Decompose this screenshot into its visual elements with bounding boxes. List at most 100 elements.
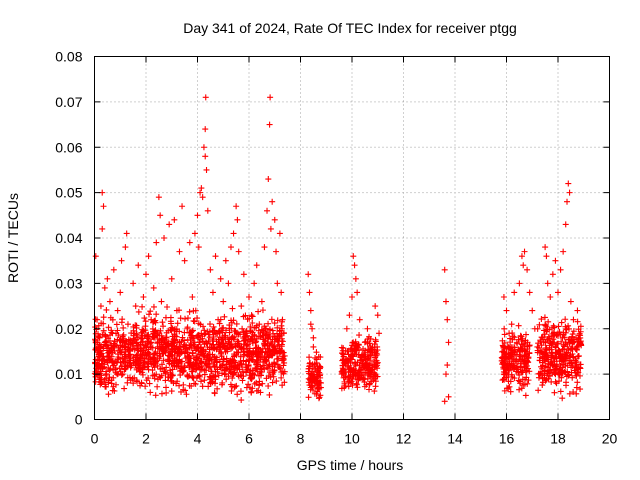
data-point: [518, 338, 525, 345]
data-point: [157, 366, 164, 373]
y-tick-label: 0.04: [55, 230, 82, 246]
data-point: [543, 253, 550, 260]
data-point: [547, 293, 554, 300]
data-point: [525, 355, 532, 362]
data-point: [159, 350, 166, 357]
data-point: [100, 327, 107, 334]
data-point: [545, 318, 552, 325]
data-point: [232, 342, 239, 349]
data-point: [267, 94, 274, 101]
data-point: [555, 340, 562, 347]
data-point: [132, 336, 139, 343]
data-point: [509, 373, 516, 380]
data-point: [257, 363, 264, 370]
data-point: [225, 280, 232, 287]
data-point: [574, 318, 581, 325]
data-point: [94, 316, 101, 323]
data-point: [209, 289, 216, 296]
data-point: [573, 384, 580, 391]
data-point: [263, 357, 270, 364]
data-point: [371, 341, 378, 348]
data-point: [279, 382, 286, 389]
data-point: [361, 379, 368, 386]
data-point: [220, 356, 227, 363]
data-point: [274, 317, 281, 324]
data-point: [310, 343, 317, 350]
data-point: [224, 334, 231, 341]
data-point: [161, 235, 168, 241]
data-point: [166, 357, 173, 364]
data-point: [190, 341, 197, 348]
data-point: [537, 370, 544, 377]
data-point: [273, 378, 280, 385]
data-point: [223, 376, 230, 383]
data-point: [191, 318, 198, 325]
data-point: [266, 361, 273, 368]
data-point: [556, 371, 563, 378]
data-point: [95, 351, 102, 358]
data-point: [565, 372, 572, 379]
data-point: [567, 298, 574, 305]
data-point: [359, 357, 366, 364]
data-point: [153, 311, 160, 318]
data-point: [202, 126, 209, 133]
data-point: [120, 358, 127, 365]
data-point: [103, 375, 110, 382]
data-point: [188, 368, 195, 375]
data-point: [142, 383, 149, 390]
data-point: [198, 358, 205, 365]
data-point: [210, 336, 217, 343]
data-point: [112, 366, 119, 373]
data-point: [525, 365, 532, 372]
data-point: [538, 316, 545, 323]
data-point: [516, 386, 523, 393]
x-tick-label: 0: [91, 431, 99, 447]
data-point: [355, 376, 362, 383]
data-point: [246, 384, 253, 391]
data-point: [201, 371, 208, 378]
data-point: [227, 244, 234, 251]
data-point: [255, 308, 262, 315]
data-point: [267, 225, 274, 232]
data-point: [260, 359, 267, 366]
data-point: [573, 372, 580, 379]
data-point: [347, 346, 354, 353]
data-point: [154, 331, 161, 338]
x-tick-label: 10: [344, 431, 360, 447]
data-point: [248, 388, 255, 395]
data-point: [268, 316, 275, 323]
data-point: [189, 368, 196, 375]
data-point: [110, 374, 117, 381]
data-point: [362, 365, 369, 372]
data-point: [178, 388, 185, 395]
data-point: [278, 289, 285, 296]
data-point: [352, 362, 359, 369]
data-point: [105, 352, 112, 359]
data-point: [552, 344, 559, 351]
data-point: [503, 374, 510, 381]
data-point: [350, 253, 357, 260]
data-point: [173, 328, 180, 335]
data-point: [502, 362, 509, 369]
data-point: [564, 198, 571, 205]
data-point: [349, 293, 355, 300]
data-point: [570, 389, 577, 396]
data-point: [100, 314, 107, 321]
data-point: [190, 307, 197, 314]
data-point: [149, 372, 156, 379]
data-point: [168, 320, 175, 327]
data-point: [119, 343, 126, 350]
data-point: [365, 362, 372, 369]
data-point: [202, 330, 209, 337]
data-point: [103, 306, 110, 313]
data-point: [152, 392, 159, 399]
data-point: [577, 386, 584, 393]
data-point: [305, 379, 312, 386]
data-point: [142, 342, 149, 349]
data-point: [233, 203, 240, 210]
data-point: [272, 347, 279, 354]
data-point: [565, 180, 572, 187]
data-point: [531, 325, 538, 332]
data-point: [190, 363, 197, 370]
data-point: [223, 355, 230, 362]
